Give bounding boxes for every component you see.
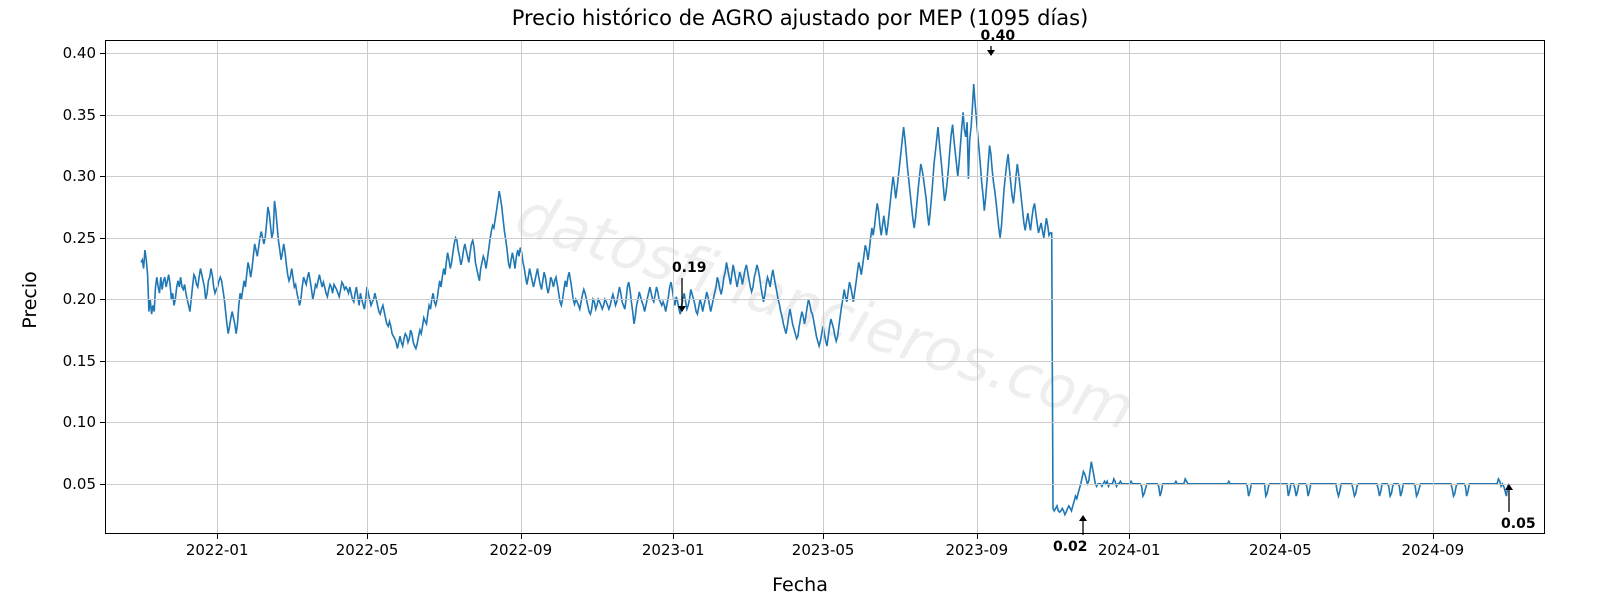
annotation-arrow-icon xyxy=(1504,484,1514,512)
gridline-v xyxy=(217,41,218,533)
xtick-label: 2023-05 xyxy=(792,533,855,559)
xtick-label: 2024-01 xyxy=(1098,533,1161,559)
ytick-label: 0.20 xyxy=(63,290,106,308)
ytick-label: 0.40 xyxy=(63,44,106,62)
annotation-label: 0.40 xyxy=(981,28,1016,44)
gridline-h xyxy=(106,115,1544,116)
gridline-h xyxy=(106,361,1544,362)
ytick-label: 0.05 xyxy=(63,475,106,493)
gridline-v xyxy=(1433,41,1434,533)
annotation-label: 0.19 xyxy=(672,260,707,276)
annotation-arrow-icon xyxy=(677,278,687,312)
y-axis-label: Precio xyxy=(19,271,41,329)
plot-area: datosfinancieros.com 0.050.100.150.200.2… xyxy=(105,40,1545,534)
xtick-label: 2023-01 xyxy=(642,533,705,559)
annotation-arrow-icon xyxy=(1078,515,1088,535)
xtick-label: 2022-01 xyxy=(186,533,249,559)
ytick-label: 0.10 xyxy=(63,413,106,431)
gridline-v xyxy=(977,41,978,533)
ytick-label: 0.35 xyxy=(63,106,106,124)
xtick-label: 2024-05 xyxy=(1249,533,1312,559)
annotation-arrow-icon xyxy=(986,46,996,56)
xtick-label: 2023-09 xyxy=(945,533,1008,559)
annotation-label: 0.02 xyxy=(1053,539,1088,555)
ytick-label: 0.30 xyxy=(63,167,106,185)
gridline-h xyxy=(106,484,1544,485)
gridline-v xyxy=(673,41,674,533)
xtick-label: 2024-09 xyxy=(1401,533,1464,559)
annotation-label: 0.05 xyxy=(1501,516,1536,532)
gridline-v xyxy=(1129,41,1130,533)
gridline-h xyxy=(106,299,1544,300)
gridline-h xyxy=(106,422,1544,423)
gridline-v xyxy=(521,41,522,533)
xtick-label: 2022-05 xyxy=(336,533,399,559)
chart-title: Precio histórico de AGRO ajustado por ME… xyxy=(0,6,1600,30)
gridline-v xyxy=(823,41,824,533)
gridline-h xyxy=(106,238,1544,239)
ytick-label: 0.25 xyxy=(63,229,106,247)
xtick-label: 2022-09 xyxy=(489,533,552,559)
x-axis-label: Fecha xyxy=(0,574,1600,596)
chart-container: Precio histórico de AGRO ajustado por ME… xyxy=(0,0,1600,600)
gridline-h xyxy=(106,176,1544,177)
gridline-h xyxy=(106,53,1544,54)
gridline-v xyxy=(367,41,368,533)
gridline-v xyxy=(1280,41,1281,533)
ytick-label: 0.15 xyxy=(63,352,106,370)
